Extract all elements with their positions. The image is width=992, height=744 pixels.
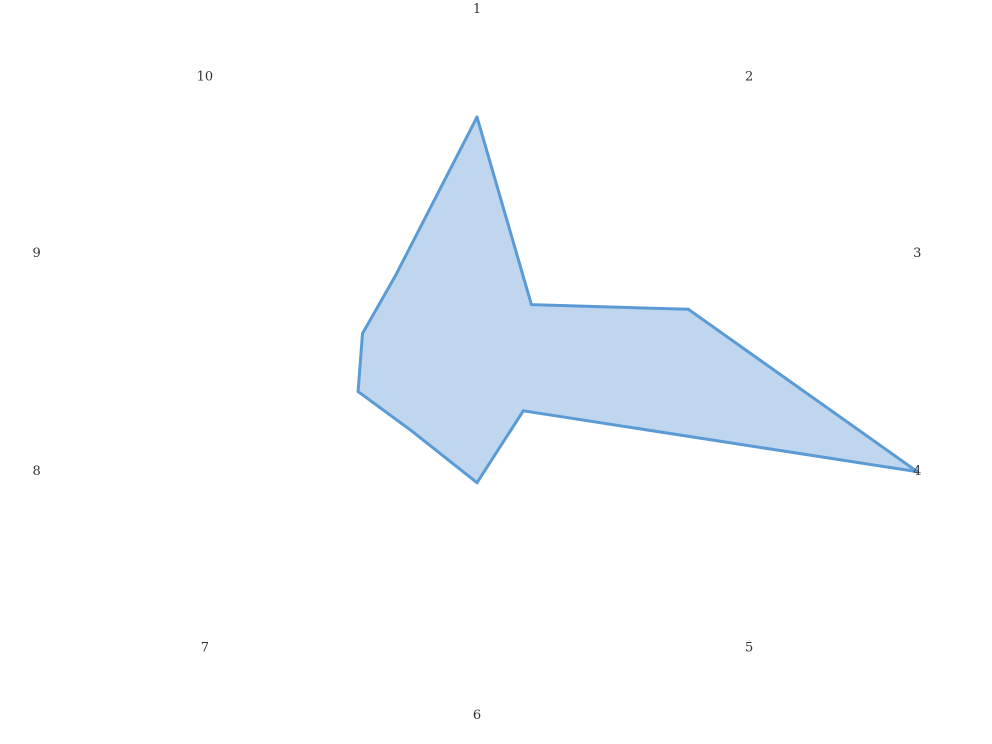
axis-label-3: 3 xyxy=(913,246,921,261)
data-point-3 xyxy=(686,307,690,311)
data-point-1 xyxy=(475,115,479,119)
axis-label-1: 1 xyxy=(473,2,481,17)
axis-label-6: 6 xyxy=(473,708,481,723)
axis-label-9: 9 xyxy=(33,246,41,261)
axis-label-4: 4 xyxy=(913,464,921,479)
data-point-4 xyxy=(915,470,919,474)
series-area-0 xyxy=(356,115,919,485)
data-point-2 xyxy=(529,303,533,307)
data-point-7 xyxy=(410,429,414,433)
axis-label-8: 8 xyxy=(33,464,41,479)
axis-label-7: 7 xyxy=(201,641,209,656)
axis-label-5: 5 xyxy=(745,641,753,656)
series-layer xyxy=(356,115,919,485)
data-point-8 xyxy=(356,390,360,394)
data-point-6 xyxy=(475,481,479,485)
axis-label-2: 2 xyxy=(745,69,753,84)
axis-labels: 1 2 3 4 5 6 7 8 9 10 xyxy=(33,2,922,723)
data-point-9 xyxy=(361,332,364,335)
data-point-10 xyxy=(393,274,397,278)
data-point-5 xyxy=(521,409,525,413)
axis-label-10: 10 xyxy=(197,69,214,84)
